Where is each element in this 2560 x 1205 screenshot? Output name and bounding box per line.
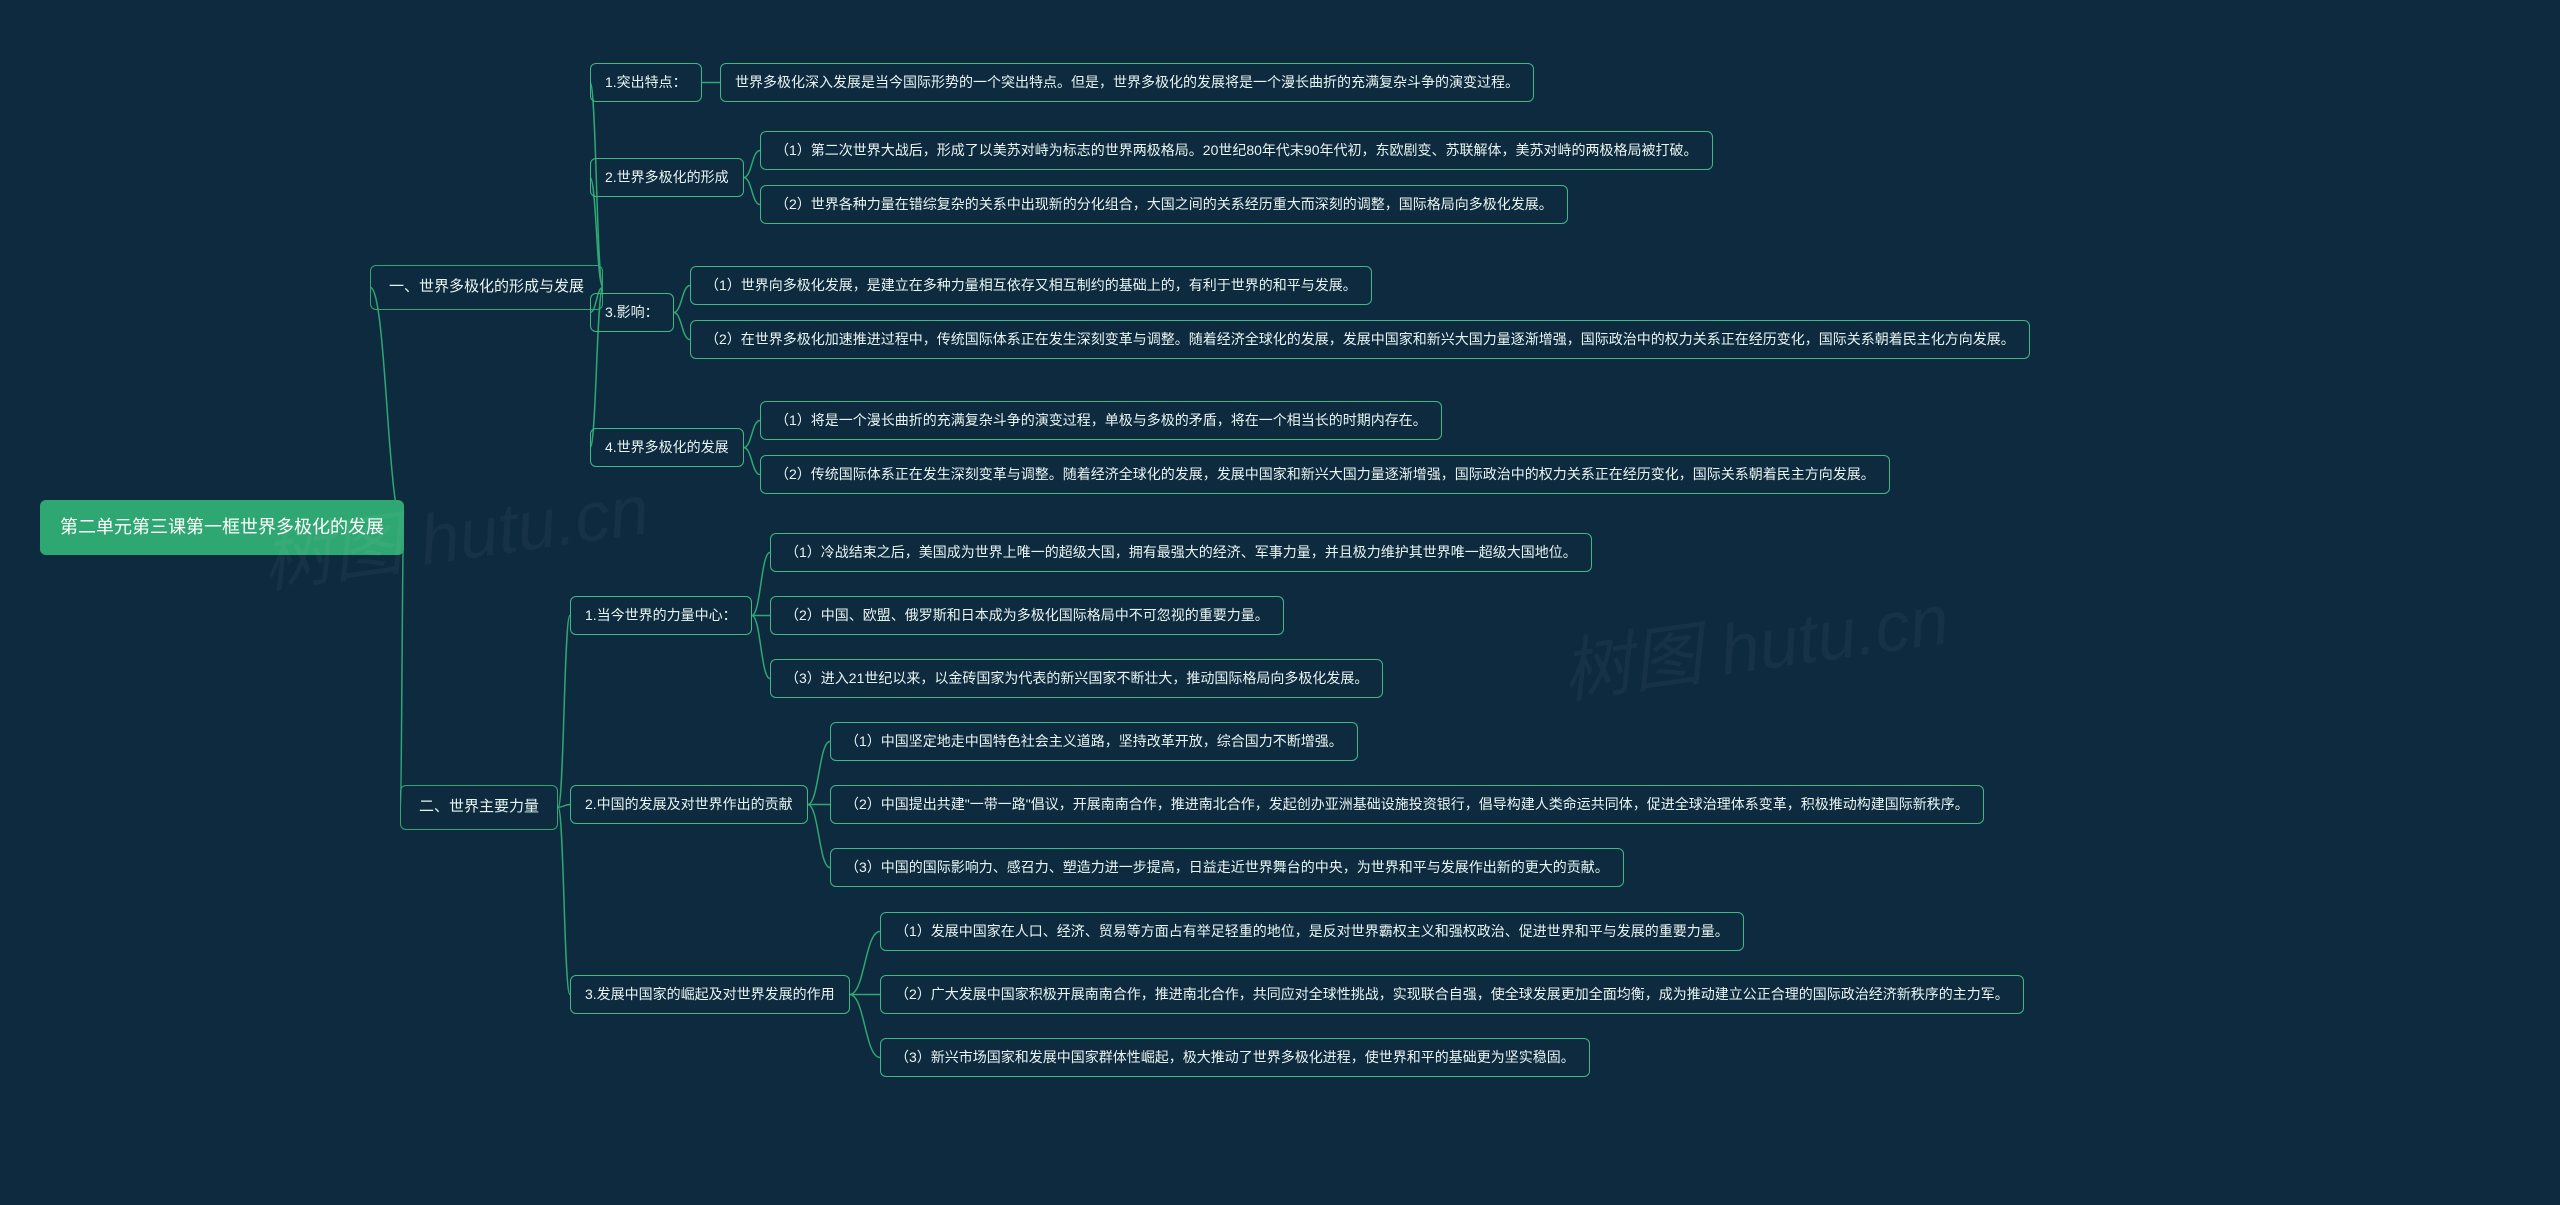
mindmap-root[interactable]: 第二单元第三课第一框世界多极化的发展 bbox=[40, 500, 404, 555]
mindmap-leaf[interactable]: （2）世界各种力量在错综复杂的关系中出现新的分化组合，大国之间的关系经历重大而深… bbox=[760, 185, 1568, 224]
connector bbox=[744, 151, 760, 178]
mindmap-branch[interactable]: 4.世界多极化的发展 bbox=[590, 428, 744, 467]
connector bbox=[744, 448, 760, 475]
mindmap-branch[interactable]: 2.世界多极化的形成 bbox=[590, 158, 744, 197]
mindmap-branch[interactable]: 1.突出特点： bbox=[590, 63, 702, 102]
connector bbox=[850, 995, 880, 1058]
mindmap-leaf[interactable]: （3）进入21世纪以来，以金砖国家为代表的新兴国家不断壮大，推动国际格局向多极化… bbox=[770, 659, 1383, 698]
mindmap-leaf[interactable]: （1）中国坚定地走中国特色社会主义道路，坚持改革开放，综合国力不断增强。 bbox=[830, 722, 1358, 761]
mindmap-leaf[interactable]: （2）在世界多极化加速推进过程中，传统国际体系正在发生深刻变革与调整。随着经济全… bbox=[690, 320, 2030, 359]
connector bbox=[752, 553, 770, 616]
connector bbox=[744, 421, 760, 448]
mindmap-leaf[interactable]: （1）冷战结束之后，美国成为世界上唯一的超级大国，拥有最强大的经济、军事力量，并… bbox=[770, 533, 1592, 572]
mindmap-leaf[interactable]: （1）将是一个漫长曲折的充满复杂斗争的演变过程，单极与多极的矛盾，将在一个相当长… bbox=[760, 401, 1442, 440]
mindmap-branch[interactable]: 二、世界主要力量 bbox=[400, 785, 558, 830]
connector bbox=[744, 178, 760, 205]
mindmap-leaf[interactable]: （2）广大发展中国家积极开展南南合作，推进南北合作，共同应对全球性挑战，实现联合… bbox=[880, 975, 2024, 1014]
connector bbox=[808, 805, 830, 868]
mindmap-branch[interactable]: 3.影响： bbox=[590, 293, 674, 332]
mindmap-leaf[interactable]: （2）传统国际体系正在发生深刻变革与调整。随着经济全球化的发展，发展中国家和新兴… bbox=[760, 455, 1890, 494]
connector bbox=[370, 287, 404, 527]
connector bbox=[752, 616, 770, 679]
connector bbox=[808, 742, 830, 805]
connector bbox=[674, 286, 690, 313]
mindmap-leaf[interactable]: （3）新兴市场国家和发展中国家群体性崛起，极大推动了世界多极化进程，使世界和平的… bbox=[880, 1038, 1590, 1077]
mindmap-leaf[interactable]: （1）世界向多极化发展，是建立在多种力量相互依存又相互制约的基础上的，有利于世界… bbox=[690, 266, 1372, 305]
mindmap-leaf[interactable]: （1）第二次世界大战后，形成了以美苏对峙为标志的世界两极格局。20世纪80年代末… bbox=[760, 131, 1713, 170]
connector bbox=[674, 313, 690, 340]
mindmap-leaf[interactable]: （2）中国提出共建"一带一路"倡议，开展南南合作，推进南北合作，发起创办亚洲基础… bbox=[830, 785, 1984, 824]
connector bbox=[558, 616, 570, 808]
connector bbox=[400, 528, 404, 808]
mindmap-branch[interactable]: 一、世界多极化的形成与发展 bbox=[370, 265, 603, 310]
mindmap-leaf[interactable]: （2）中国、欧盟、俄罗斯和日本成为多极化国际格局中不可忽视的重要力量。 bbox=[770, 596, 1284, 635]
mindmap-branch[interactable]: 1.当今世界的力量中心： bbox=[570, 596, 752, 635]
connector bbox=[558, 807, 570, 994]
mindmap-leaf[interactable]: （3）中国的国际影响力、感召力、塑造力进一步提高，日益走近世界舞台的中央，为世界… bbox=[830, 848, 1624, 887]
mindmap-branch[interactable]: 3.发展中国家的崛起及对世界发展的作用 bbox=[570, 975, 850, 1014]
mindmap-leaf[interactable]: （1）发展中国家在人口、经济、贸易等方面占有举足轻重的地位，是反对世界霸权主义和… bbox=[880, 912, 1744, 951]
mindmap-leaf[interactable]: 世界多极化深入发展是当今国际形势的一个突出特点。但是，世界多极化的发展将是一个漫… bbox=[720, 63, 1534, 102]
connector bbox=[558, 805, 570, 808]
connector bbox=[850, 932, 880, 995]
mindmap-branch[interactable]: 2.中国的发展及对世界作出的贡献 bbox=[570, 785, 808, 824]
watermark: 树图 hutu.cn bbox=[1555, 563, 1954, 717]
